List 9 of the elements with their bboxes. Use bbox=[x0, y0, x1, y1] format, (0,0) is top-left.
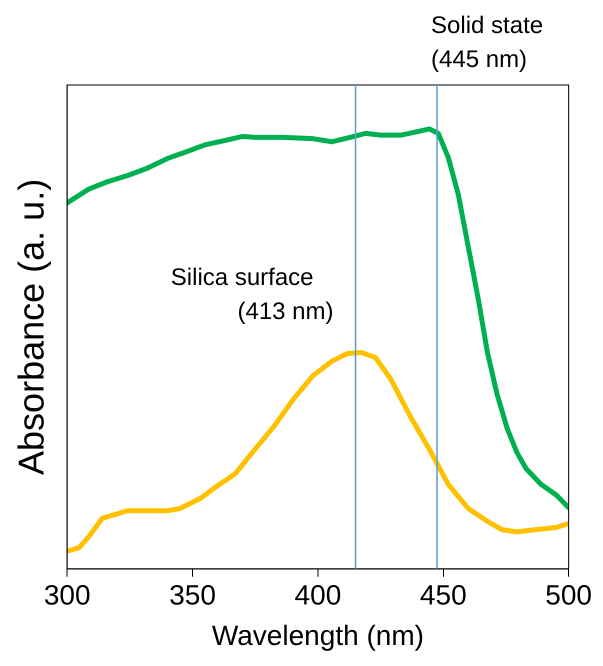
x-axis-title: Wavelength (nm) bbox=[212, 620, 424, 651]
x-tick-label: 450 bbox=[420, 579, 467, 610]
x-tick-label: 300 bbox=[44, 579, 91, 610]
x-tick-label: 500 bbox=[545, 579, 592, 610]
ref-line-label: Solid state (445 nm) bbox=[431, 12, 544, 73]
ref-line-label: Silica surface (413 nm) bbox=[170, 264, 334, 325]
x-tick-label: 400 bbox=[294, 579, 342, 610]
y-axis-title: Absorbance (a. u.) bbox=[10, 178, 52, 475]
x-tick-label: 350 bbox=[169, 579, 216, 610]
